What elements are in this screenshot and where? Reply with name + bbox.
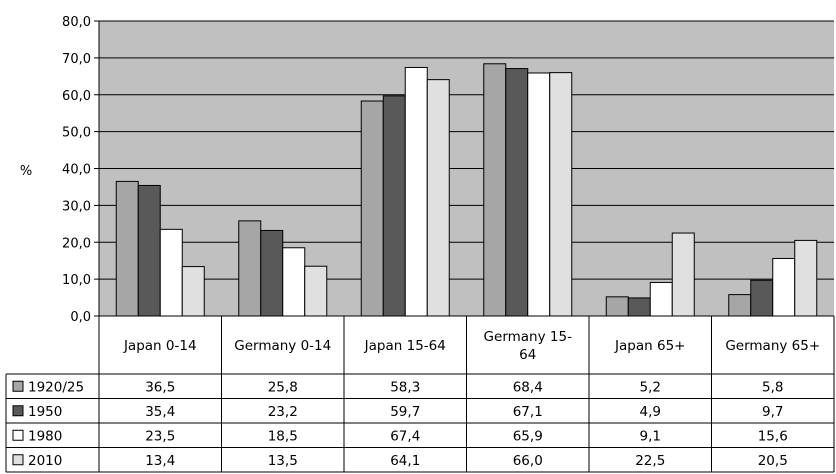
bar — [282, 247, 306, 317]
bar — [750, 279, 774, 317]
category-label: Germany 0-14 — [234, 338, 331, 354]
data-label: 13,5 — [268, 453, 298, 469]
legend-swatch — [12, 380, 24, 392]
data-label: 59,7 — [390, 404, 420, 420]
category-label: Germany 65+ — [725, 338, 820, 354]
category-label: Japan 15-64 — [364, 338, 446, 354]
data-label: 20,5 — [758, 453, 788, 469]
bar — [728, 294, 752, 317]
bar — [483, 63, 507, 317]
y-tick-label: 0,0 — [70, 310, 91, 325]
y-tick-label: 30,0 — [62, 199, 91, 214]
bar — [772, 257, 796, 317]
data-label: 9,1 — [640, 428, 661, 444]
data-label: 22,5 — [635, 453, 665, 469]
y-tick-label: 50,0 — [62, 126, 91, 141]
bar — [238, 220, 262, 317]
y-tick-label: 60,0 — [62, 89, 91, 104]
bar — [360, 100, 384, 317]
y-axis-label: % — [20, 164, 32, 179]
data-label: 9,7 — [762, 404, 783, 420]
data-label: 67,1 — [513, 404, 543, 420]
legend-swatch — [12, 454, 24, 466]
data-label: 23,5 — [145, 428, 175, 444]
category-label: Germany 15- — [484, 329, 573, 345]
data-label: 15,6 — [758, 428, 788, 444]
bar — [549, 72, 573, 317]
y-tick-label: 20,0 — [62, 236, 91, 251]
bar — [404, 66, 428, 317]
legend-label: 1920/25 — [28, 379, 84, 395]
legend-label: 1950 — [28, 404, 62, 420]
data-label: 36,5 — [145, 379, 175, 395]
bar — [137, 184, 161, 317]
y-tick-label: 40,0 — [62, 163, 91, 178]
data-label: 35,4 — [145, 404, 175, 420]
data-label: 13,4 — [145, 453, 175, 469]
data-label: 5,2 — [640, 379, 661, 395]
bar — [527, 72, 551, 317]
category-label: 64 — [519, 347, 536, 363]
y-tick-label: 70,0 — [62, 52, 91, 67]
bar — [181, 266, 205, 317]
data-table: Japan 0-14 Germany 0-14 Japan 15-64 Germany… — [5, 315, 835, 473]
data-label: 4,9 — [640, 404, 661, 420]
data-label: 64,1 — [390, 453, 420, 469]
bar — [304, 265, 328, 317]
data-label: 58,3 — [390, 379, 420, 395]
bar — [426, 79, 450, 317]
legend-label: 1980 — [28, 428, 62, 444]
data-label: 65,9 — [513, 428, 543, 444]
bar — [649, 281, 673, 317]
y-tick-label: 10,0 — [62, 273, 91, 288]
data-label: 23,2 — [268, 404, 298, 420]
data-label: 67,4 — [390, 428, 420, 444]
data-label: 18,5 — [268, 428, 298, 444]
bar — [260, 229, 284, 317]
bar — [671, 232, 695, 317]
bar — [115, 180, 139, 317]
bar — [794, 239, 818, 317]
y-axis: 80,0 70,0 60,0 50,0 40,0 30,0 20,0 10,0 0,0 — [62, 15, 100, 325]
bar — [627, 297, 651, 317]
bar — [159, 228, 183, 317]
data-label: 66,0 — [513, 453, 543, 469]
legend-swatch — [12, 429, 24, 441]
y-tick-label: 80,0 — [62, 15, 91, 30]
data-label: 25,8 — [268, 379, 298, 395]
legend-swatch — [12, 405, 24, 417]
legend-label: 2010 — [28, 453, 62, 469]
data-label: 68,4 — [513, 379, 543, 395]
bar — [605, 296, 629, 317]
category-label: Japan 0-14 — [123, 338, 197, 354]
category-label: Japan 65+ — [614, 338, 685, 354]
plot-area — [99, 20, 834, 317]
data-label: 5,8 — [762, 379, 783, 395]
bar — [382, 95, 406, 317]
bar — [505, 68, 529, 317]
